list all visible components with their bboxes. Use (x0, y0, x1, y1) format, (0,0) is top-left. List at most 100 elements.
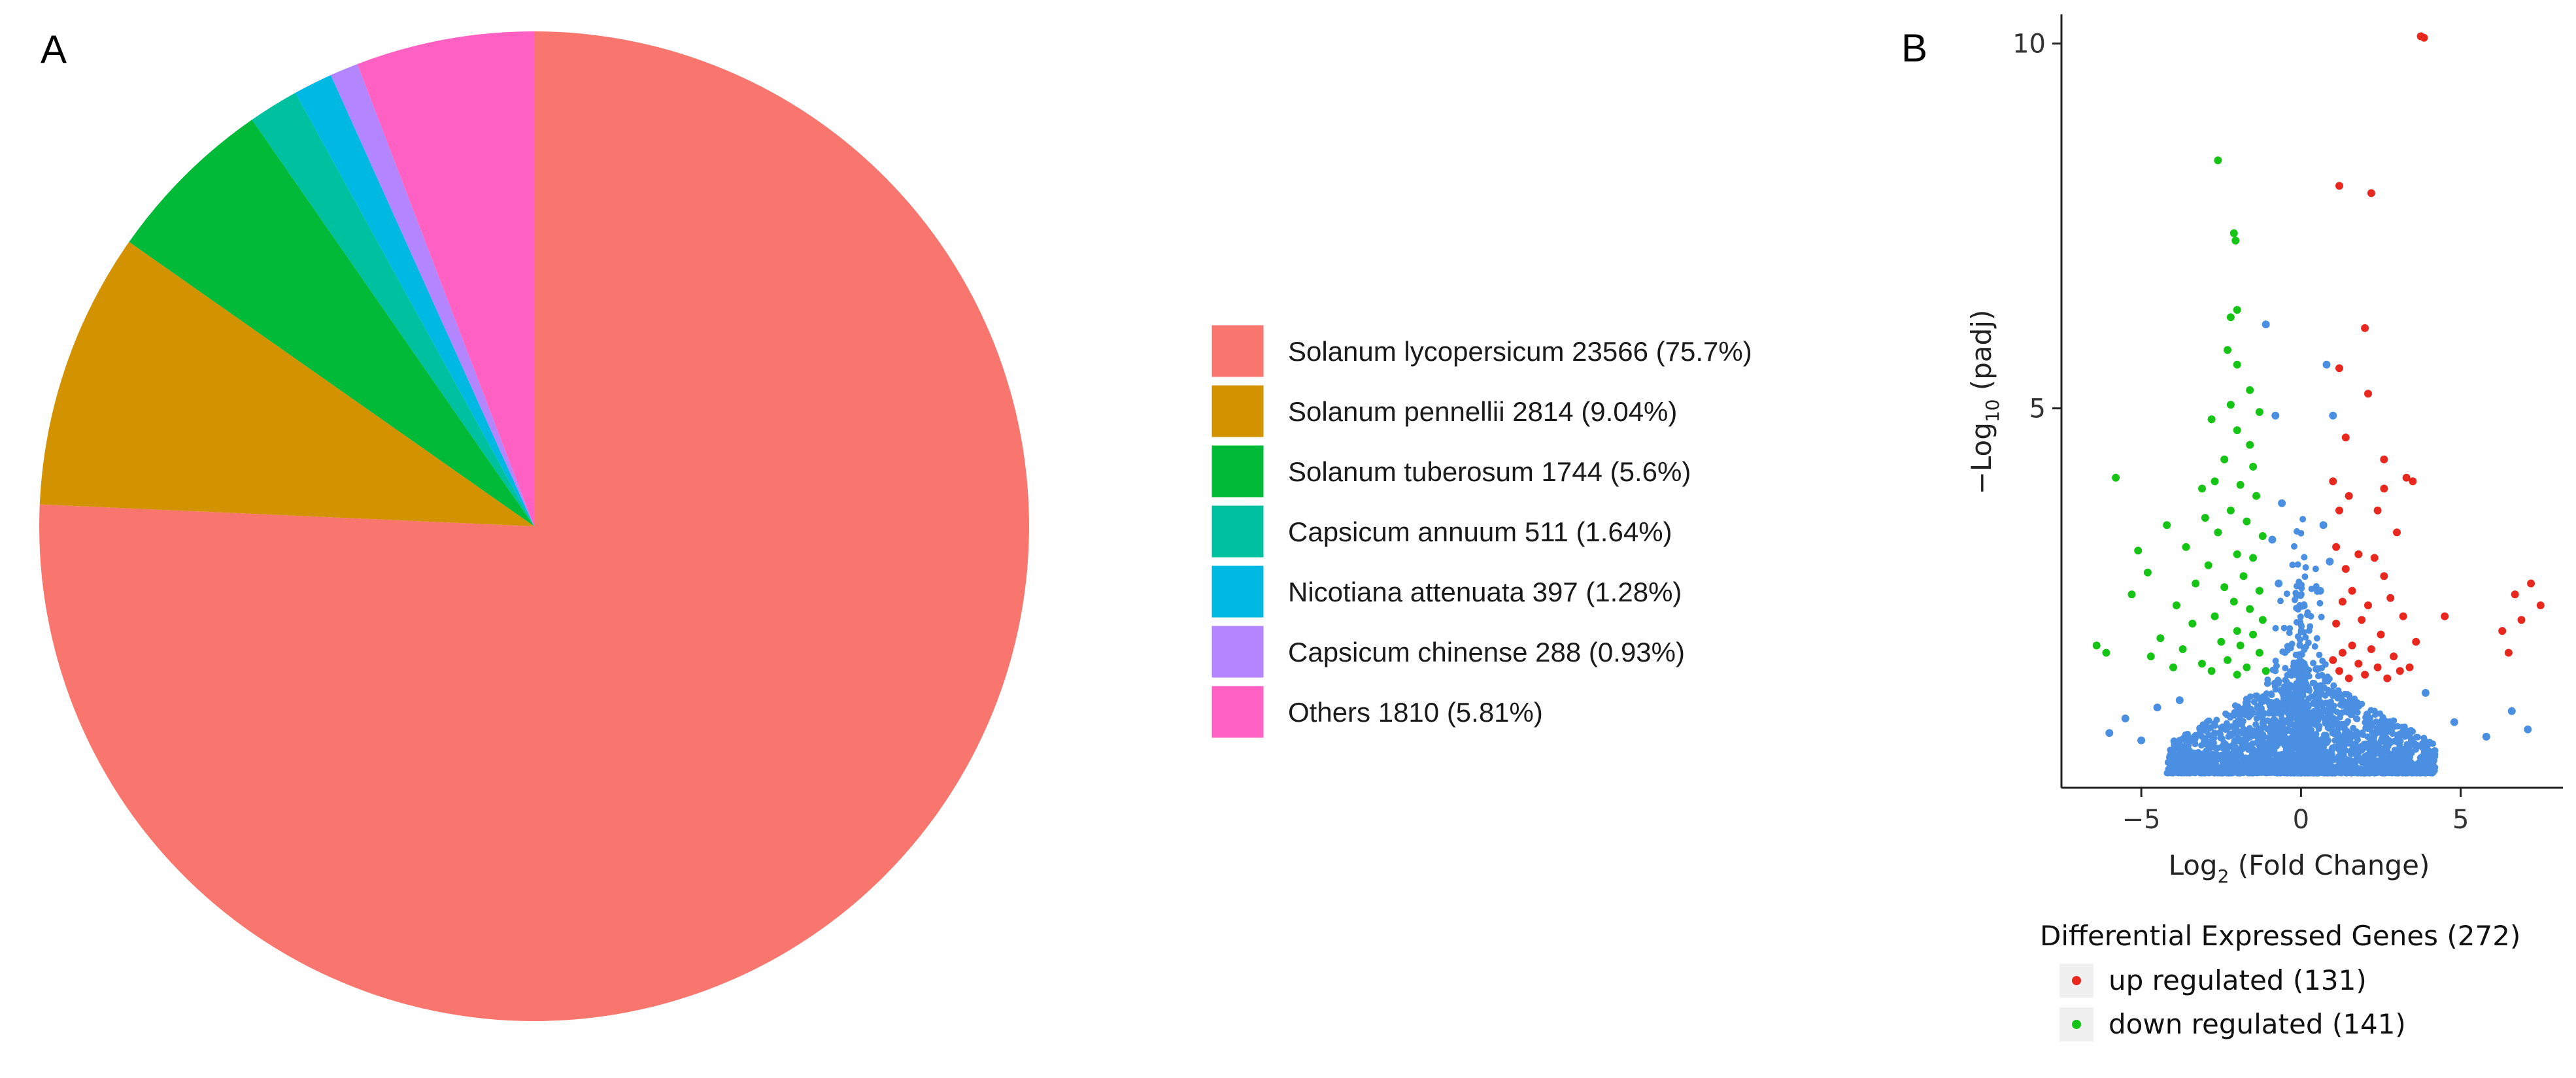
point-down-regulated (2169, 663, 2177, 671)
point-not-significant (2282, 677, 2289, 684)
point-not-significant (2329, 411, 2337, 420)
point-not-significant (2170, 747, 2177, 754)
point-not-significant (2297, 699, 2305, 707)
point-not-significant (2313, 750, 2320, 757)
point-up-regulated (2380, 455, 2388, 463)
volcano-axes: −5 0 5 5 10 Log2 (Fold Change) −Log10 (padj) (1965, 14, 2563, 887)
point-not-significant (2352, 748, 2360, 754)
point-not-significant (2312, 665, 2319, 673)
point-not-significant (2330, 682, 2337, 689)
point-up-regulated (2329, 656, 2337, 664)
point-not-significant (2296, 641, 2303, 648)
point-not-significant (2316, 682, 2323, 690)
point-not-significant (2222, 749, 2229, 756)
point-not-significant (2316, 599, 2324, 607)
point-up-regulated (2517, 616, 2526, 624)
point-not-significant (2367, 707, 2375, 714)
point-not-significant (2421, 688, 2430, 697)
point-not-significant (2227, 769, 2234, 776)
point-not-significant (2272, 658, 2279, 664)
point-not-significant (2294, 528, 2300, 535)
point-not-significant (2328, 698, 2334, 705)
point-not-significant (2178, 745, 2186, 752)
point-not-significant (2350, 724, 2357, 732)
point-down-regulated (2178, 645, 2187, 653)
point-not-significant (2184, 744, 2191, 751)
point-not-significant (2137, 736, 2146, 745)
point-not-significant (2269, 757, 2277, 764)
point-not-significant (2297, 592, 2304, 599)
point-not-significant (2265, 710, 2273, 717)
y-axis-title: −Log10 (padj) (1965, 310, 2003, 495)
point-not-significant (2305, 743, 2313, 750)
point-not-significant (2298, 650, 2305, 658)
legend-key-down (2072, 1020, 2081, 1029)
point-not-significant (2153, 703, 2161, 712)
point-not-significant (2286, 708, 2293, 715)
point-not-significant (2421, 762, 2428, 769)
point-not-significant (2232, 719, 2239, 726)
point-not-significant (2284, 717, 2291, 724)
legend-key-nicotiana-attenuata (1210, 564, 1266, 620)
point-not-significant (2335, 687, 2342, 694)
point-down-regulated (2249, 462, 2258, 471)
point-not-significant (2402, 726, 2409, 733)
pie-slice-solanum-lycopersicum (39, 31, 1030, 1021)
point-not-significant (2363, 711, 2370, 718)
point-not-significant (2222, 710, 2229, 717)
point-not-significant (2302, 633, 2309, 641)
point-not-significant (2280, 692, 2287, 699)
point-not-significant (2239, 718, 2246, 725)
point-not-significant (2283, 767, 2290, 775)
point-up-regulated (2361, 671, 2369, 679)
point-not-significant (2211, 729, 2218, 736)
point-not-significant (2274, 754, 2281, 761)
point-not-significant (2399, 752, 2407, 759)
point-down-regulated (2243, 663, 2251, 671)
point-not-significant (2297, 724, 2305, 731)
point-not-significant (2276, 769, 2283, 776)
point-not-significant (2386, 739, 2394, 747)
point-not-significant (2421, 769, 2428, 777)
point-not-significant (2187, 760, 2194, 767)
point-not-significant (2366, 719, 2373, 726)
point-not-significant (2248, 728, 2255, 735)
point-down-regulated (2249, 630, 2258, 639)
point-down-regulated (2233, 627, 2241, 635)
point-not-significant (2307, 769, 2314, 777)
point-not-significant (2292, 651, 2299, 658)
point-up-regulated (2386, 594, 2395, 602)
point-up-regulated (2367, 189, 2375, 197)
point-not-significant (2524, 725, 2532, 733)
point-not-significant (2331, 715, 2338, 722)
point-not-significant (2263, 690, 2270, 697)
point-not-significant (2450, 718, 2458, 726)
legend-label-capsicum-annuum: Capsicum annuum 511 (1.64%) (1288, 516, 1672, 547)
point-not-significant (2294, 561, 2301, 568)
point-up-regulated (2420, 33, 2428, 42)
legend-label-others: Others 1810 (5.81%) (1288, 697, 1543, 728)
point-not-significant (2316, 651, 2323, 658)
point-not-significant (2307, 709, 2314, 716)
point-down-regulated (2233, 671, 2241, 679)
point-not-significant (2301, 706, 2309, 713)
point-down-regulated (2092, 641, 2101, 650)
point-down-regulated (2226, 506, 2235, 514)
point-not-significant (2312, 721, 2319, 728)
point-not-significant (2411, 739, 2418, 747)
point-up-regulated (2380, 572, 2388, 581)
pie-slice-solanum-tuberosum (129, 120, 534, 527)
point-down-regulated (2236, 480, 2245, 489)
point-not-significant (2269, 716, 2277, 724)
point-not-significant (2284, 726, 2292, 733)
point-not-significant (2105, 729, 2114, 737)
point-up-regulated (2511, 590, 2519, 599)
point-not-significant (2272, 625, 2279, 632)
point-not-significant (2220, 741, 2228, 749)
point-not-significant (2348, 758, 2355, 765)
point-not-significant (2313, 635, 2320, 642)
point-not-significant (2255, 711, 2262, 717)
point-not-significant (2407, 758, 2415, 766)
point-not-significant (2121, 715, 2129, 722)
point-not-significant (2343, 720, 2350, 727)
